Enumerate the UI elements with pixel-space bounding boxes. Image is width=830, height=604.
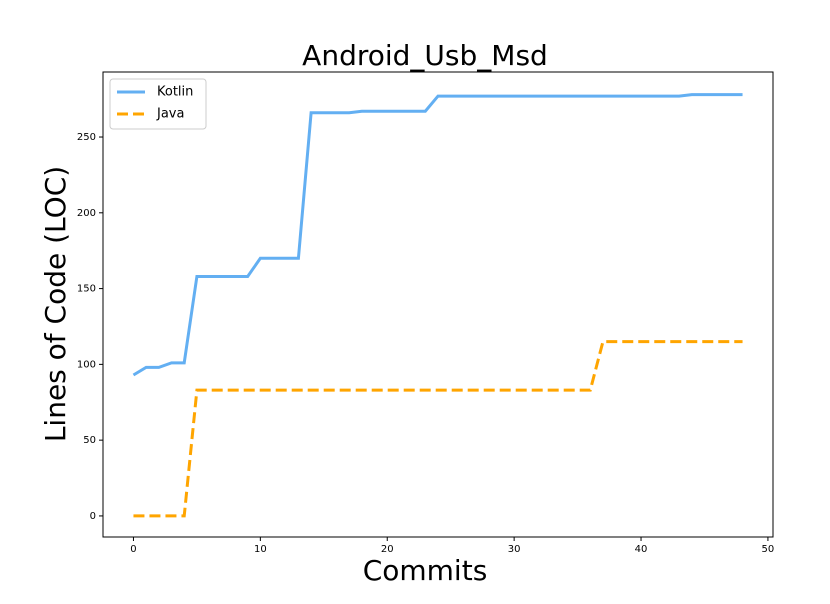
x-tick-label: 20 bbox=[381, 544, 394, 555]
x-tick-label: 10 bbox=[254, 544, 267, 555]
x-tick-label: 30 bbox=[508, 544, 521, 555]
y-axis-label: Lines of Code (LOC) bbox=[39, 166, 72, 442]
x-tick-label: 0 bbox=[130, 544, 136, 555]
legend-label: Kotlin bbox=[157, 85, 193, 100]
chart-title: Android_Usb_Msd bbox=[302, 39, 548, 72]
y-tick-label: 150 bbox=[77, 284, 96, 295]
data-line bbox=[132, 93, 743, 377]
x-tick-label: 40 bbox=[635, 544, 648, 555]
x-tick-label: 50 bbox=[762, 544, 775, 555]
y-tick-label: 250 bbox=[77, 132, 96, 143]
x-axis-label: Commits bbox=[363, 554, 488, 587]
y-tick-label: 100 bbox=[77, 359, 96, 370]
plot-frame bbox=[102, 71, 774, 538]
legend-label: Java bbox=[156, 107, 184, 122]
y-tick-label: 50 bbox=[83, 435, 96, 446]
y-tick-label: 0 bbox=[90, 511, 96, 522]
y-tick-label: 200 bbox=[77, 208, 96, 219]
data-line bbox=[133, 340, 743, 518]
